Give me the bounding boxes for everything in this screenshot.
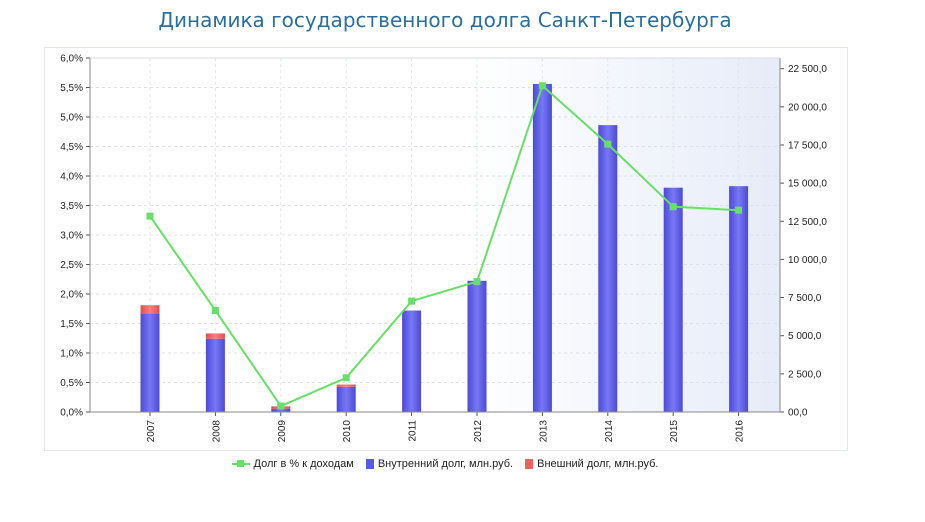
legend-foreign-swatch — [525, 459, 534, 469]
x-tick-label: 2010 — [342, 420, 353, 443]
right-tick-label: 10 000,0 — [788, 255, 827, 266]
left-tick-label: 0,5% — [60, 378, 83, 389]
bar-domestic — [532, 83, 552, 413]
line-point — [211, 307, 219, 315]
left-tick-label: 5,0% — [60, 113, 83, 124]
line-point — [538, 82, 546, 90]
bar-foreign — [205, 333, 225, 339]
legend-item-foreign[interactable]: Внешний долг, млн.руб. — [525, 458, 658, 470]
bar-domestic — [467, 280, 487, 412]
x-tick-label: 2013 — [538, 420, 549, 443]
left-tick-label: 6,0% — [60, 54, 83, 65]
legend-item-ratio[interactable]: Долг в % к доходам — [231, 458, 354, 470]
left-tick-label: 1,0% — [60, 349, 83, 360]
legend-item-domestic[interactable]: Внутренний долг, млн.руб. — [365, 458, 514, 470]
left-tick-label: 0,0% — [60, 408, 83, 419]
bar-foreign — [140, 305, 160, 314]
line-point — [669, 203, 677, 211]
right-tick-label: 17 500,0 — [788, 140, 827, 151]
line-point — [342, 374, 350, 382]
x-tick-label: 2016 — [735, 420, 746, 443]
left-tick-label: 2,0% — [60, 290, 83, 301]
legend-label-domestic: Внутренний долг, млн.руб. — [377, 458, 514, 470]
line-point — [604, 140, 612, 148]
bar-domestic — [205, 338, 225, 412]
right-tick-label: 12 500,0 — [788, 217, 827, 228]
line-point — [735, 206, 743, 214]
bar-foreign — [336, 384, 356, 387]
right-tick-label: 5 000,0 — [788, 331, 822, 342]
right-tick-label: 2 500,0 — [788, 369, 822, 380]
left-tick-label: 3,5% — [60, 201, 83, 212]
line-point — [473, 278, 481, 286]
legend: Долг в % к доходам Внутренний долг, млн.… — [0, 458, 890, 470]
right-tick-label: 7 500,0 — [788, 293, 822, 304]
bar-domestic — [729, 186, 749, 412]
right-tick-label: 00,0 — [788, 408, 808, 419]
left-tick-label: 4,5% — [60, 142, 83, 153]
line-ratio — [149, 83, 739, 408]
left-tick-label: 1,5% — [60, 319, 83, 330]
bar-domestic — [663, 187, 683, 412]
legend-domestic-swatch — [365, 459, 374, 469]
bar-domestic — [140, 313, 160, 412]
left-tick-label: 4,0% — [60, 172, 83, 183]
x-tick-label: 2011 — [408, 420, 419, 442]
left-tick-label: 3,0% — [60, 231, 83, 242]
right-tick-label: 22 500,0 — [788, 64, 827, 75]
legend-label-foreign: Внешний долг, млн.руб. — [537, 458, 659, 470]
right-tick-label: 15 000,0 — [788, 179, 827, 190]
chart-title: Динамика государственного долга Санкт-Пе… — [158, 8, 732, 32]
line-point — [277, 402, 285, 410]
x-tick-label: 2014 — [604, 420, 615, 443]
line-point — [408, 297, 416, 305]
bar-domestic — [336, 386, 356, 412]
legend-line-swatch — [231, 460, 250, 467]
x-tick-label: 2012 — [473, 420, 484, 443]
x-tick-label: 2015 — [669, 420, 680, 443]
left-tick-label: 2,5% — [60, 260, 83, 271]
x-tick-label: 2007 — [146, 420, 157, 443]
line-point — [146, 212, 154, 220]
legend-label-ratio: Долг в % к доходам — [253, 458, 354, 470]
left-tick-label: 5,5% — [60, 83, 83, 94]
bar-domestic — [271, 408, 291, 412]
x-tick-label: 2009 — [277, 420, 288, 443]
bar-domestic — [402, 310, 422, 412]
right-tick-label: 20 000,0 — [788, 102, 827, 113]
x-tick-label: 2008 — [211, 420, 222, 443]
bar-domestic — [598, 125, 618, 412]
